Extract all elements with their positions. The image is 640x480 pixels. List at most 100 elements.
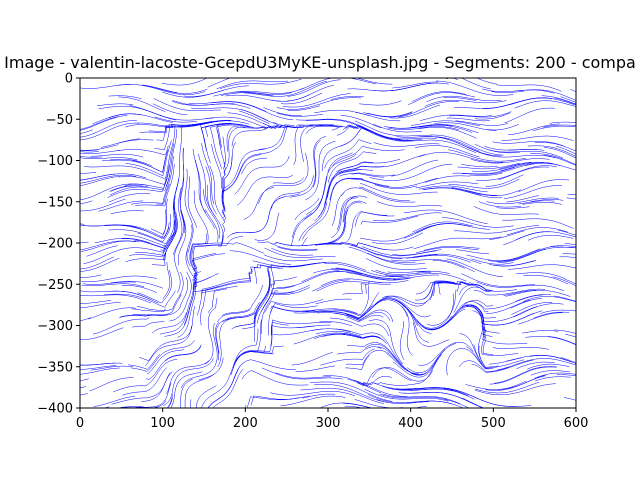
streamline bbox=[192, 253, 216, 289]
streamline bbox=[152, 103, 188, 116]
streamline bbox=[373, 142, 440, 147]
streamline bbox=[376, 201, 443, 207]
streamline bbox=[270, 391, 356, 397]
streamline bbox=[314, 169, 373, 222]
streamline bbox=[150, 198, 168, 235]
streamline bbox=[210, 101, 294, 121]
streamline bbox=[554, 329, 576, 334]
streamline bbox=[186, 224, 193, 267]
streamline bbox=[499, 161, 532, 169]
streamline bbox=[508, 123, 560, 136]
streamline bbox=[350, 177, 438, 188]
streamline bbox=[403, 209, 488, 224]
streamline bbox=[342, 283, 368, 295]
streamline bbox=[243, 80, 327, 97]
streamline bbox=[108, 95, 142, 100]
streamline bbox=[96, 103, 134, 106]
streamline bbox=[80, 173, 116, 181]
streamline bbox=[209, 123, 250, 169]
streamline bbox=[397, 400, 465, 408]
streamline bbox=[127, 353, 161, 370]
streamline bbox=[518, 179, 570, 193]
streamline bbox=[294, 197, 320, 221]
streamline bbox=[287, 105, 321, 111]
streamline bbox=[104, 209, 167, 239]
streamline bbox=[293, 304, 374, 319]
streamline bbox=[516, 231, 576, 240]
streamline bbox=[379, 393, 449, 401]
streamline bbox=[122, 367, 167, 396]
streamline bbox=[301, 270, 340, 282]
x-tick-label: 200 bbox=[233, 416, 258, 431]
streamline bbox=[107, 179, 167, 198]
streamline bbox=[415, 282, 443, 301]
streamline bbox=[413, 253, 482, 264]
streamline bbox=[224, 302, 260, 322]
streamline bbox=[556, 145, 576, 155]
streamline bbox=[364, 388, 449, 402]
streamline bbox=[465, 346, 489, 370]
streamline bbox=[534, 142, 576, 152]
streamline bbox=[248, 264, 284, 280]
y-axis: 0 −50 −100 −150 −200 −250 −300 −350 −400 bbox=[37, 72, 80, 417]
streamline bbox=[510, 298, 543, 309]
streamline bbox=[502, 218, 574, 229]
streamline bbox=[110, 281, 163, 289]
streamline bbox=[172, 100, 235, 106]
streamline bbox=[340, 332, 385, 342]
streamline bbox=[534, 372, 576, 379]
streamline bbox=[341, 187, 416, 203]
streamline bbox=[558, 229, 576, 236]
streamline bbox=[241, 370, 309, 386]
streamline bbox=[104, 290, 176, 308]
streamline bbox=[299, 78, 377, 91]
streamline bbox=[263, 107, 302, 116]
streamline bbox=[331, 268, 410, 279]
streamline bbox=[222, 154, 262, 221]
streamline bbox=[522, 330, 559, 334]
streamline bbox=[83, 246, 166, 264]
streamline bbox=[416, 271, 450, 274]
streamline bbox=[302, 305, 371, 316]
streamline bbox=[80, 120, 137, 138]
streamline bbox=[339, 172, 395, 177]
streamline bbox=[543, 124, 576, 128]
streamline bbox=[320, 210, 348, 245]
streamline bbox=[80, 115, 128, 130]
streamline bbox=[436, 280, 491, 292]
streamline bbox=[392, 81, 439, 89]
streamline bbox=[544, 155, 576, 166]
streamline bbox=[395, 139, 477, 153]
streamline bbox=[475, 308, 500, 334]
streamline bbox=[354, 120, 432, 137]
streamline bbox=[224, 141, 237, 180]
streamline bbox=[477, 294, 543, 310]
streamline bbox=[132, 321, 165, 328]
streamline bbox=[317, 309, 394, 323]
streamline bbox=[231, 267, 270, 330]
streamline bbox=[280, 92, 323, 105]
streamline bbox=[125, 140, 172, 177]
streamline bbox=[125, 253, 167, 262]
streamline bbox=[232, 87, 305, 94]
streamline bbox=[486, 299, 531, 314]
streamline bbox=[362, 367, 412, 387]
streamline bbox=[234, 155, 290, 195]
streamline bbox=[506, 195, 539, 203]
x-tick-label: 300 bbox=[316, 416, 341, 431]
streamline bbox=[271, 175, 314, 209]
streamline bbox=[455, 120, 508, 126]
streamline bbox=[116, 145, 169, 156]
streamline bbox=[559, 256, 576, 258]
streamline bbox=[320, 278, 383, 286]
streamline bbox=[496, 206, 530, 209]
streamline bbox=[530, 370, 570, 376]
streamline bbox=[80, 327, 124, 340]
streamline bbox=[201, 377, 230, 408]
streamline bbox=[426, 289, 457, 326]
streamline bbox=[314, 242, 388, 251]
streamline bbox=[503, 290, 537, 296]
streamline bbox=[216, 80, 289, 90]
streamline bbox=[92, 113, 173, 125]
streamline bbox=[191, 107, 269, 121]
